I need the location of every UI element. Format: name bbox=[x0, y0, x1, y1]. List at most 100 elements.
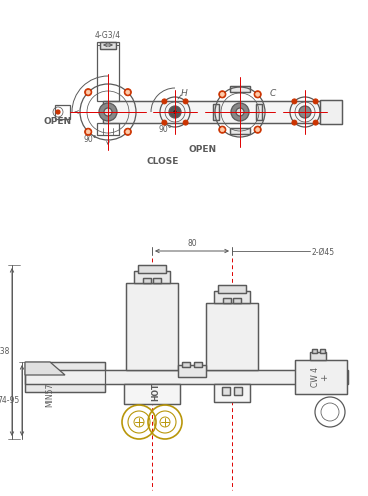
Bar bbox=[222, 387, 230, 395]
Bar bbox=[234, 387, 242, 395]
Bar bbox=[206, 303, 258, 370]
Bar bbox=[214, 291, 250, 303]
Bar bbox=[134, 271, 170, 283]
Circle shape bbox=[86, 90, 90, 94]
Bar bbox=[230, 86, 250, 92]
Bar bbox=[223, 298, 231, 303]
Text: 80: 80 bbox=[187, 239, 197, 248]
Bar bbox=[25, 370, 348, 384]
Circle shape bbox=[231, 103, 249, 121]
Bar bbox=[256, 104, 262, 120]
Bar bbox=[25, 362, 105, 392]
Text: MIN57: MIN57 bbox=[46, 383, 54, 407]
Text: OPEN: OPEN bbox=[44, 118, 72, 126]
Bar bbox=[206, 303, 258, 370]
Circle shape bbox=[162, 120, 167, 125]
Bar bbox=[214, 291, 250, 303]
Text: H: H bbox=[181, 89, 188, 99]
Bar bbox=[178, 365, 206, 377]
Bar bbox=[143, 278, 151, 283]
Bar bbox=[320, 100, 342, 124]
Circle shape bbox=[126, 130, 130, 134]
Bar bbox=[126, 283, 178, 370]
Bar bbox=[310, 352, 326, 360]
Text: CW 4: CW 4 bbox=[311, 367, 319, 387]
Bar bbox=[103, 101, 325, 123]
Circle shape bbox=[219, 126, 226, 133]
Bar bbox=[256, 104, 262, 120]
Bar bbox=[124, 384, 180, 404]
Circle shape bbox=[219, 91, 226, 98]
Circle shape bbox=[256, 127, 260, 131]
Circle shape bbox=[292, 120, 297, 125]
Circle shape bbox=[220, 127, 224, 131]
Bar bbox=[100, 42, 116, 49]
Bar bbox=[222, 387, 230, 395]
Circle shape bbox=[183, 99, 188, 104]
Circle shape bbox=[299, 106, 311, 118]
Circle shape bbox=[220, 92, 224, 96]
Text: 90°: 90° bbox=[158, 125, 172, 134]
Bar bbox=[213, 104, 219, 120]
Bar bbox=[218, 285, 246, 293]
Bar bbox=[138, 265, 166, 273]
Circle shape bbox=[56, 110, 60, 114]
Circle shape bbox=[126, 90, 130, 94]
Text: 74-95: 74-95 bbox=[0, 396, 20, 405]
Polygon shape bbox=[25, 362, 65, 375]
Bar bbox=[194, 362, 202, 367]
Bar bbox=[312, 349, 317, 353]
Circle shape bbox=[162, 99, 167, 104]
Bar bbox=[312, 349, 317, 353]
Text: +: + bbox=[321, 373, 329, 381]
Circle shape bbox=[256, 92, 260, 96]
Bar bbox=[218, 285, 246, 293]
Bar bbox=[124, 384, 180, 404]
Circle shape bbox=[173, 110, 177, 115]
Text: C: C bbox=[270, 89, 276, 99]
Bar bbox=[182, 362, 190, 367]
Bar bbox=[320, 100, 342, 124]
Circle shape bbox=[86, 130, 90, 134]
Circle shape bbox=[85, 128, 92, 135]
Bar bbox=[126, 283, 178, 370]
Bar bbox=[178, 365, 206, 377]
Bar bbox=[233, 298, 241, 303]
Circle shape bbox=[104, 108, 112, 116]
Bar bbox=[295, 360, 347, 394]
Bar bbox=[230, 128, 250, 134]
Text: 2-Ø45: 2-Ø45 bbox=[312, 248, 335, 256]
Bar bbox=[194, 362, 202, 367]
Bar bbox=[25, 362, 105, 392]
Circle shape bbox=[124, 89, 131, 96]
Circle shape bbox=[99, 103, 117, 121]
Bar bbox=[97, 123, 119, 135]
Circle shape bbox=[254, 91, 261, 98]
Bar bbox=[213, 104, 219, 120]
Bar bbox=[214, 384, 250, 402]
Circle shape bbox=[313, 120, 318, 125]
Bar bbox=[214, 384, 250, 402]
Bar bbox=[234, 387, 242, 395]
Bar bbox=[55, 105, 70, 119]
Bar bbox=[134, 271, 170, 283]
Bar bbox=[223, 298, 231, 303]
Text: HOT: HOT bbox=[152, 383, 160, 401]
Circle shape bbox=[85, 89, 92, 96]
Text: 138: 138 bbox=[0, 348, 10, 357]
Bar bbox=[153, 278, 161, 283]
Bar bbox=[230, 86, 250, 92]
Bar bbox=[182, 362, 190, 367]
Bar bbox=[233, 298, 241, 303]
Bar bbox=[320, 349, 325, 353]
Bar bbox=[143, 278, 151, 283]
Bar bbox=[230, 128, 250, 134]
Bar bbox=[97, 42, 119, 101]
Bar bbox=[103, 101, 325, 123]
Circle shape bbox=[254, 126, 261, 133]
Text: 90°: 90° bbox=[83, 135, 97, 144]
Circle shape bbox=[292, 99, 297, 104]
Circle shape bbox=[313, 99, 318, 104]
Bar bbox=[138, 265, 166, 273]
Bar bbox=[295, 360, 347, 394]
